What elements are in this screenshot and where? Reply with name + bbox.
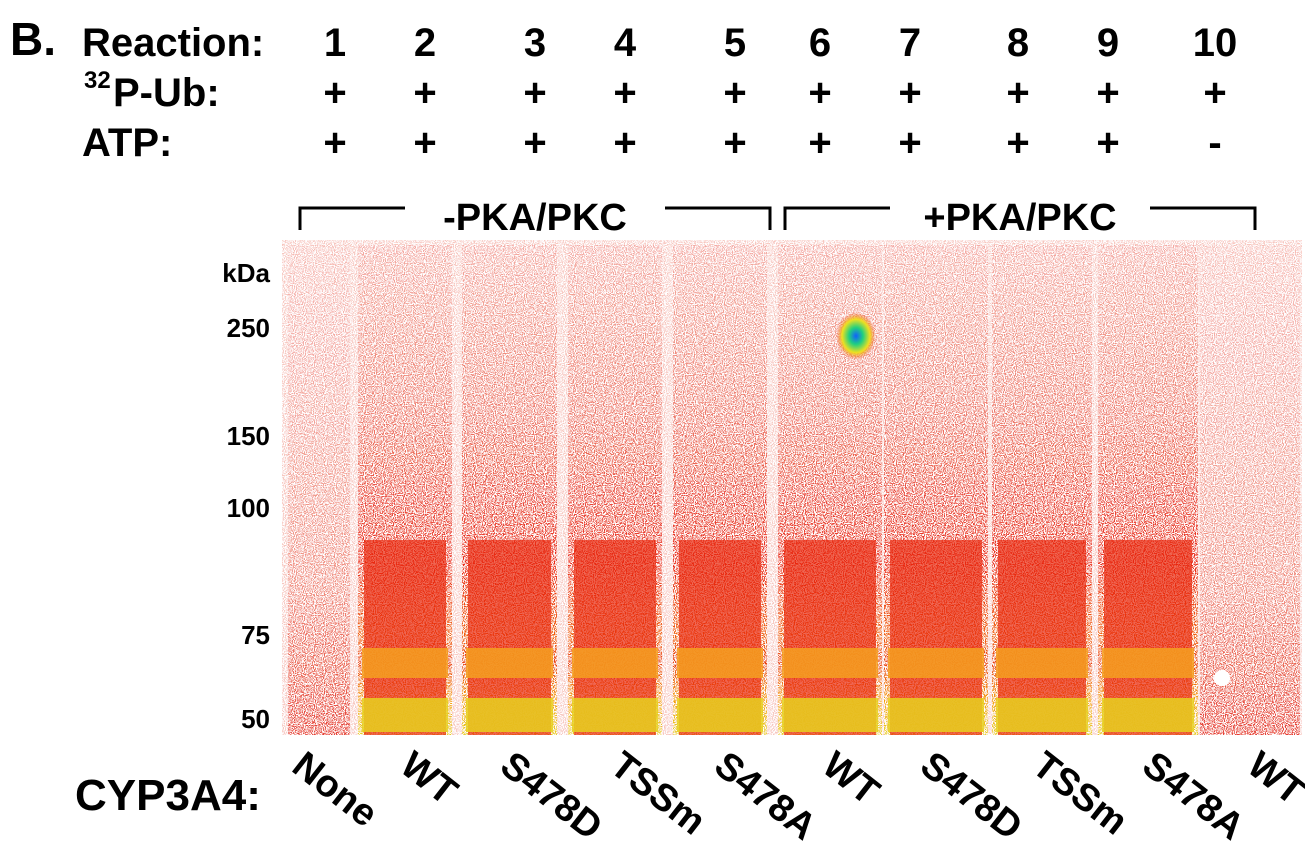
gel-band — [888, 648, 984, 678]
gel-band — [1102, 698, 1194, 732]
gel-band — [572, 648, 658, 678]
gel-band — [996, 698, 1088, 732]
row-value: + — [523, 71, 546, 115]
gel-band — [466, 648, 553, 678]
lane-label: WT — [1239, 744, 1305, 813]
gel-band — [466, 698, 553, 732]
gel-band — [782, 648, 878, 678]
gel-spot — [1214, 670, 1230, 686]
group-label: +PKA/PKC — [923, 197, 1116, 239]
row-value: 6 — [809, 21, 831, 65]
row-value: + — [723, 71, 746, 115]
row-value: - — [1208, 121, 1221, 165]
row-value: 10 — [1193, 21, 1238, 65]
lane-label: S478A — [1134, 744, 1251, 849]
lane-label: S478D — [492, 744, 609, 849]
gel-band — [572, 698, 658, 732]
row-value: + — [898, 121, 921, 165]
row-label-superscript: 32 — [84, 67, 111, 94]
row-value: + — [808, 71, 831, 115]
lane-label: TSSm — [1024, 744, 1135, 843]
gel-band — [677, 648, 763, 678]
row-value: + — [1096, 71, 1119, 115]
gel-band — [996, 648, 1088, 678]
marker-label: 100 — [227, 493, 270, 523]
panel-label: B. — [10, 13, 56, 65]
row-value: + — [1006, 121, 1029, 165]
lane-label: TSSm — [602, 744, 713, 843]
gel-band — [362, 698, 448, 732]
marker-label: 250 — [227, 313, 270, 343]
row-value: + — [413, 121, 436, 165]
gel-spot — [836, 312, 876, 360]
group-bracket — [298, 206, 772, 230]
marker-unit: kDa — [222, 258, 270, 288]
group-bracket — [783, 206, 1257, 230]
marker-label: 75 — [241, 620, 270, 650]
row-value: + — [1006, 71, 1029, 115]
lane-label: S478A — [706, 744, 823, 849]
row-value: + — [413, 71, 436, 115]
gel-lane — [288, 245, 350, 735]
row-value: + — [898, 71, 921, 115]
row-value: 4 — [614, 21, 637, 65]
row-value: 1 — [324, 21, 346, 65]
row-value: 5 — [724, 21, 746, 65]
row-value: + — [523, 121, 546, 165]
gel-band — [362, 648, 448, 678]
cyp-label: CYP3A4: — [75, 771, 261, 820]
row-value: 3 — [524, 21, 546, 65]
lane-label: WT — [392, 744, 464, 813]
row-value: + — [323, 71, 346, 115]
row-value: + — [1203, 71, 1226, 115]
lane-label: S478D — [912, 744, 1029, 849]
row-label: P-Ub: — [113, 71, 220, 115]
group-label: -PKA/PKC — [443, 197, 627, 239]
gel-band — [782, 698, 878, 732]
row-value: 2 — [414, 21, 436, 65]
row-value: + — [613, 71, 636, 115]
row-label: ATP: — [82, 121, 172, 165]
row-value: 9 — [1097, 21, 1119, 65]
marker-label: 50 — [241, 704, 270, 734]
gel-lane — [1200, 245, 1300, 735]
row-value: + — [723, 121, 746, 165]
gel-band — [888, 698, 984, 732]
marker-label: 150 — [227, 421, 270, 451]
row-value: 7 — [899, 21, 921, 65]
row-value: + — [323, 121, 346, 165]
gel-image — [282, 240, 1302, 735]
gel-band — [677, 698, 763, 732]
lane-label: WT — [814, 744, 886, 813]
gel-band — [1102, 648, 1194, 678]
row-label: Reaction: — [82, 21, 264, 65]
row-value: 8 — [1007, 21, 1029, 65]
row-value: + — [613, 121, 636, 165]
row-value: + — [808, 121, 831, 165]
lane-label: None — [284, 744, 385, 836]
row-value: + — [1096, 121, 1119, 165]
